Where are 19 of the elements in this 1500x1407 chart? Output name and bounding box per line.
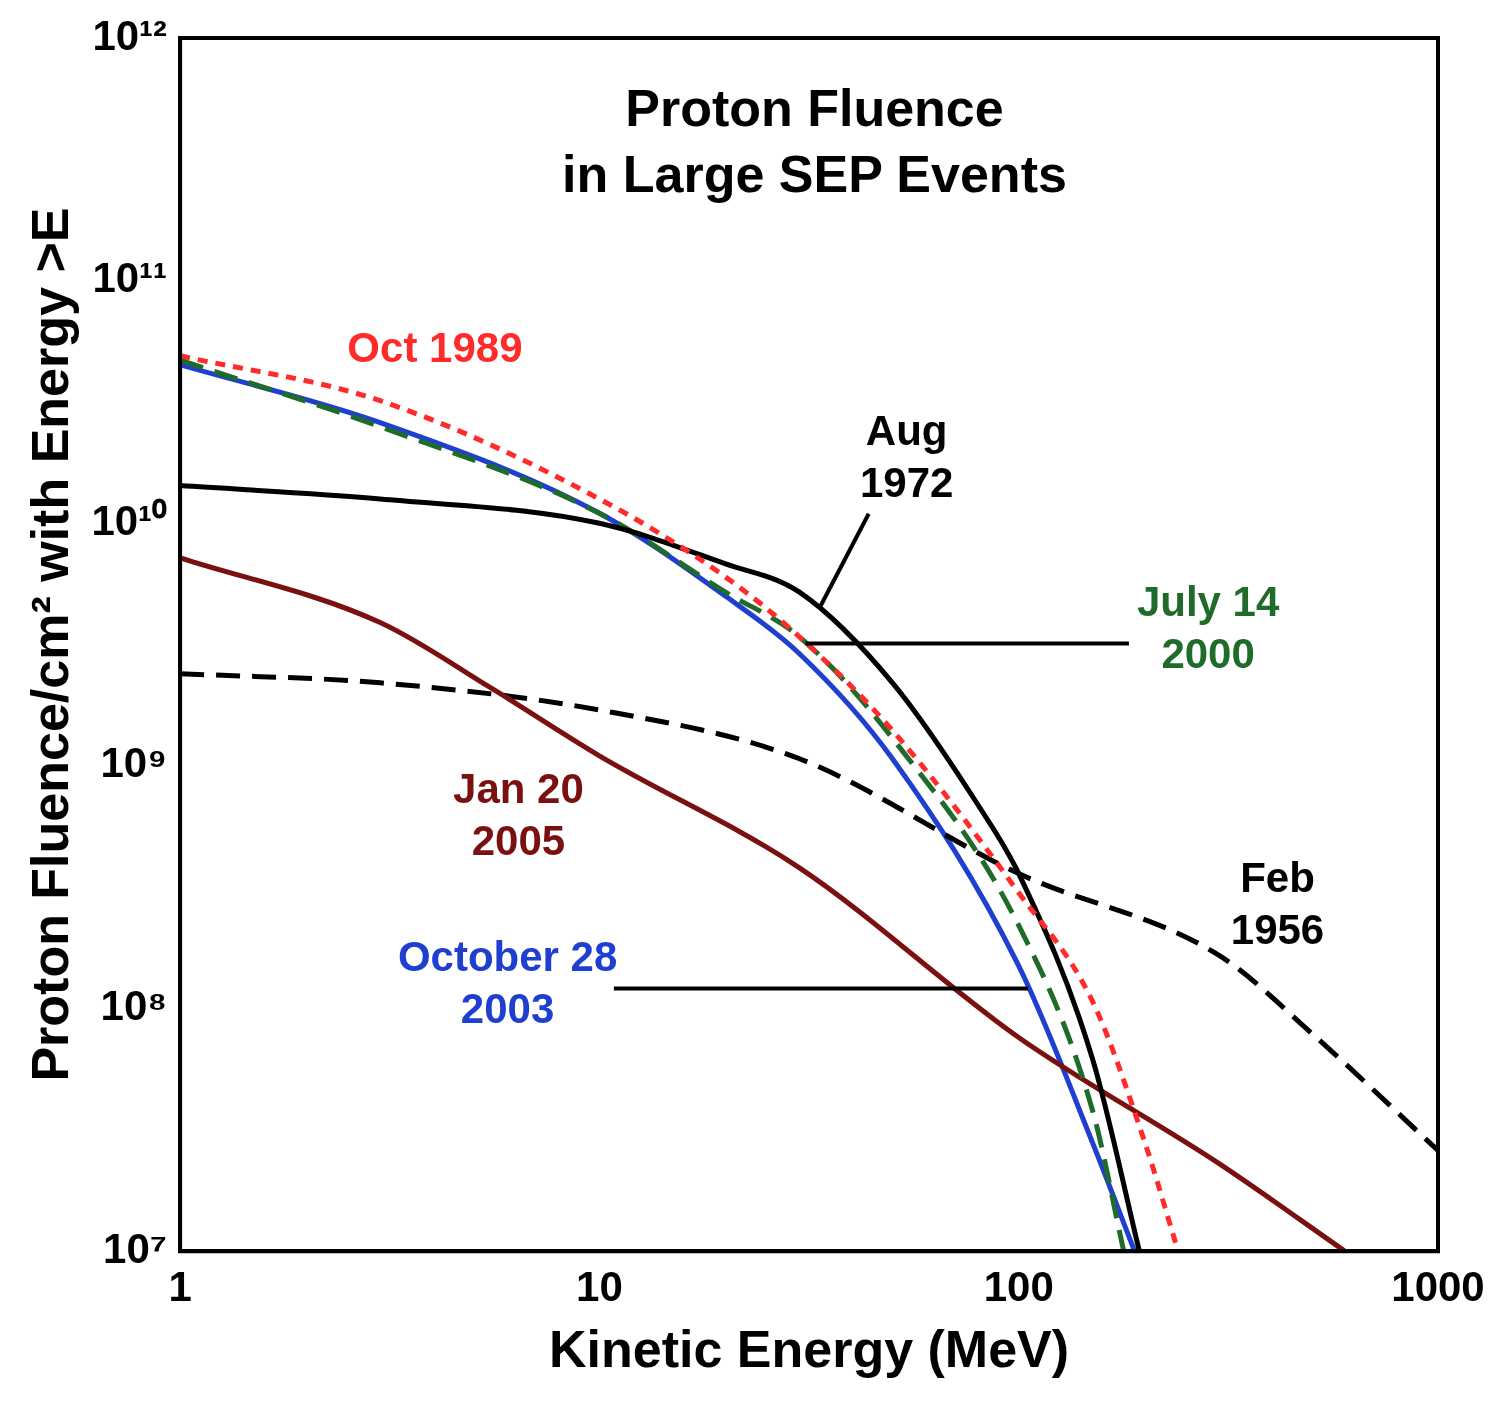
y-tick-label: 10¹¹ <box>92 254 168 302</box>
x-tick-label: 1 <box>168 1262 192 1310</box>
text: Aug 1972 <box>859 407 954 507</box>
y-axis-title: Proton Fluence/cm² with Energy >E <box>20 207 79 1082</box>
y-tick-label: 10⁷ <box>103 1224 168 1272</box>
text: October 28 2003 <box>397 932 618 1032</box>
series-label: Oct 1989 <box>347 324 523 372</box>
y-tick-label: 10⁹ <box>100 739 168 787</box>
y-tick-label: 10¹⁰ <box>91 496 168 544</box>
series-label: Jan 20 2005 <box>453 764 584 864</box>
y-tick-label: 10⁸ <box>100 982 168 1030</box>
x-tick-label: 100 <box>983 1262 1054 1310</box>
text: July 14 2000 <box>1136 577 1280 677</box>
y-tick-label: 10¹² <box>92 11 168 59</box>
x-axis-title: Kinetic Energy (MeV) <box>549 1320 1070 1379</box>
series-label: Feb 1956 <box>1230 853 1325 953</box>
x-tick-label: 1000 <box>1391 1262 1485 1310</box>
text: Proton Fluence in Large SEP Events <box>562 79 1067 204</box>
x-tick-label: 10 <box>576 1262 623 1310</box>
